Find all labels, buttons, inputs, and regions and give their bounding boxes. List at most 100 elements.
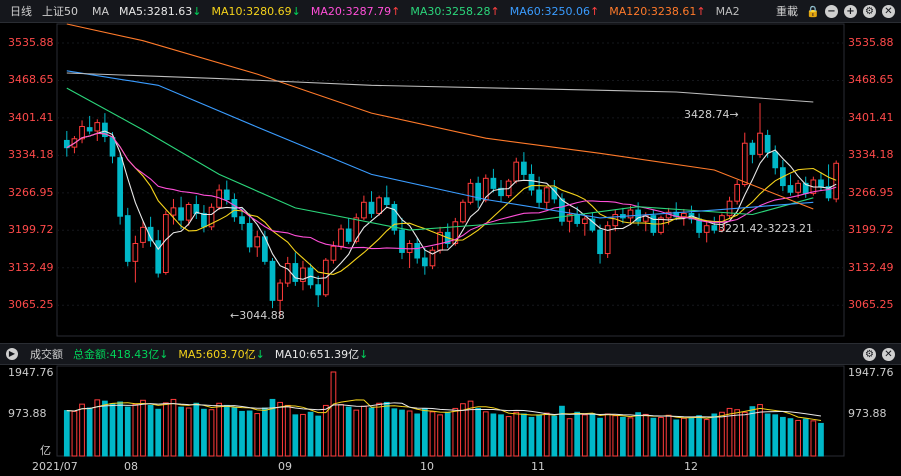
volume-bar: [170, 398, 177, 457]
volume-bar: [353, 409, 360, 457]
volume-bar: [124, 406, 131, 457]
candle-down: [315, 284, 322, 296]
volume-bar: [178, 406, 184, 457]
volume-bar: [421, 408, 428, 457]
volume-ma10-line: [66, 402, 822, 418]
ma-line-ma20: [66, 132, 837, 250]
settings-icon[interactable]: ⚙: [863, 347, 876, 361]
candle-down: [155, 240, 162, 274]
ma-legend-item: MA30:3258.28↑: [410, 4, 500, 18]
volume-bar: [361, 405, 367, 457]
candle-down: [825, 186, 832, 199]
price-tick-label: 3535.88: [848, 36, 894, 49]
ma-legend: MA5:3281.63↓ MA10:3280.69↓ MA20:3287.79↑ MA…: [109, 5, 740, 18]
ma-line-ma2: [66, 72, 814, 103]
candle-down: [490, 177, 497, 189]
volume-bar: [627, 417, 634, 457]
candle-up: [482, 177, 489, 201]
candle-down: [536, 189, 542, 203]
lock-icon[interactable]: 🔒: [806, 4, 820, 18]
volume-bar: [117, 401, 123, 457]
volume-bar: [94, 399, 101, 457]
plus-icon[interactable]: +: [844, 4, 857, 18]
volume-bar: [581, 414, 588, 457]
volume-bar: [802, 418, 809, 457]
candle-up: [353, 217, 360, 242]
candle-down: [818, 179, 824, 188]
candle-down: [102, 122, 108, 138]
candle-up: [513, 161, 520, 182]
volume-tick-label: 亿: [40, 444, 51, 457]
volume-bar: [551, 415, 558, 457]
minus-icon[interactable]: −: [825, 4, 838, 18]
chart-header-icons: 重載 🔒 − + ⚙ ✕: [776, 0, 895, 22]
volume-bar: [140, 399, 146, 457]
candle-down: [521, 161, 527, 175]
volume-bar: [193, 402, 200, 457]
candle-up: [208, 206, 215, 228]
volume-bar: [673, 419, 680, 457]
high-annotation: 3428.74→: [684, 108, 739, 121]
volume-bar: [444, 411, 451, 457]
volume-title[interactable]: 成交额: [30, 348, 63, 361]
candle-up: [429, 249, 436, 267]
candle-up: [734, 183, 741, 202]
volume-bar: [597, 417, 603, 457]
volume-ma5: MA5:603.70亿↓: [178, 348, 265, 361]
price-tick-label: 3199.72: [848, 223, 894, 237]
candle-down: [559, 198, 565, 222]
candle-down: [292, 263, 299, 282]
reset-button[interactable]: 重載: [776, 5, 798, 18]
volume-bar: [642, 413, 649, 457]
close-icon[interactable]: ✕: [882, 347, 895, 361]
date-tick-label: 10: [420, 460, 434, 473]
volume-bar: [239, 410, 245, 457]
volume-bar: [246, 410, 253, 457]
volume-bar: [437, 414, 443, 457]
period-label[interactable]: 日线: [10, 5, 32, 18]
volume-bar: [764, 413, 771, 457]
candle-up: [284, 263, 291, 284]
volume-bar: [810, 420, 817, 457]
volume-bar: [460, 403, 466, 457]
ma-line-ma10: [66, 132, 837, 275]
volume-tick-label: 973.88: [8, 407, 47, 421]
volume-menu-icon[interactable]: ▶: [6, 348, 18, 360]
volume-bar: [559, 405, 565, 457]
candle-down: [787, 185, 794, 193]
volume-bar: [429, 411, 436, 457]
candle-up: [757, 132, 763, 155]
candle-down: [147, 226, 154, 242]
volume-bar: [604, 413, 611, 457]
candle-up: [703, 225, 710, 233]
candle-up: [185, 204, 192, 221]
volume-bar: [155, 408, 162, 457]
volume-bar: [772, 414, 779, 457]
volume-bar: [818, 422, 824, 457]
candle-down: [764, 134, 771, 153]
volume-bar: [536, 414, 542, 457]
close-icon[interactable]: ✕: [882, 4, 895, 18]
price-tick-label: 3401.41: [8, 110, 54, 124]
date-tick-label: 12: [684, 460, 698, 473]
price-tick-label: 3334.18: [8, 148, 54, 162]
volume-bar: [368, 407, 375, 457]
volume-bar: [635, 412, 641, 457]
volume-bar: [383, 401, 390, 457]
volume-header-bar: ▶ 成交额 总金额:418.43亿↓ MA5:603.70亿↓ MA10:651…: [0, 343, 901, 365]
volume-bar: [399, 409, 405, 457]
candle-up: [338, 228, 344, 247]
volume-bar: [315, 415, 322, 457]
indicator-name[interactable]: MA: [92, 4, 110, 18]
volume-bar: [185, 407, 192, 457]
candle-up: [543, 187, 550, 203]
candle-down: [574, 214, 581, 224]
date-tick-label: 2021/07: [32, 460, 78, 473]
volume-bar: [734, 409, 741, 457]
volume-bar: [521, 413, 527, 457]
settings-icon[interactable]: ⚙: [863, 4, 876, 18]
candle-down: [193, 204, 200, 214]
volume-bar: [162, 402, 169, 457]
symbol-label[interactable]: 上证50: [42, 5, 78, 18]
